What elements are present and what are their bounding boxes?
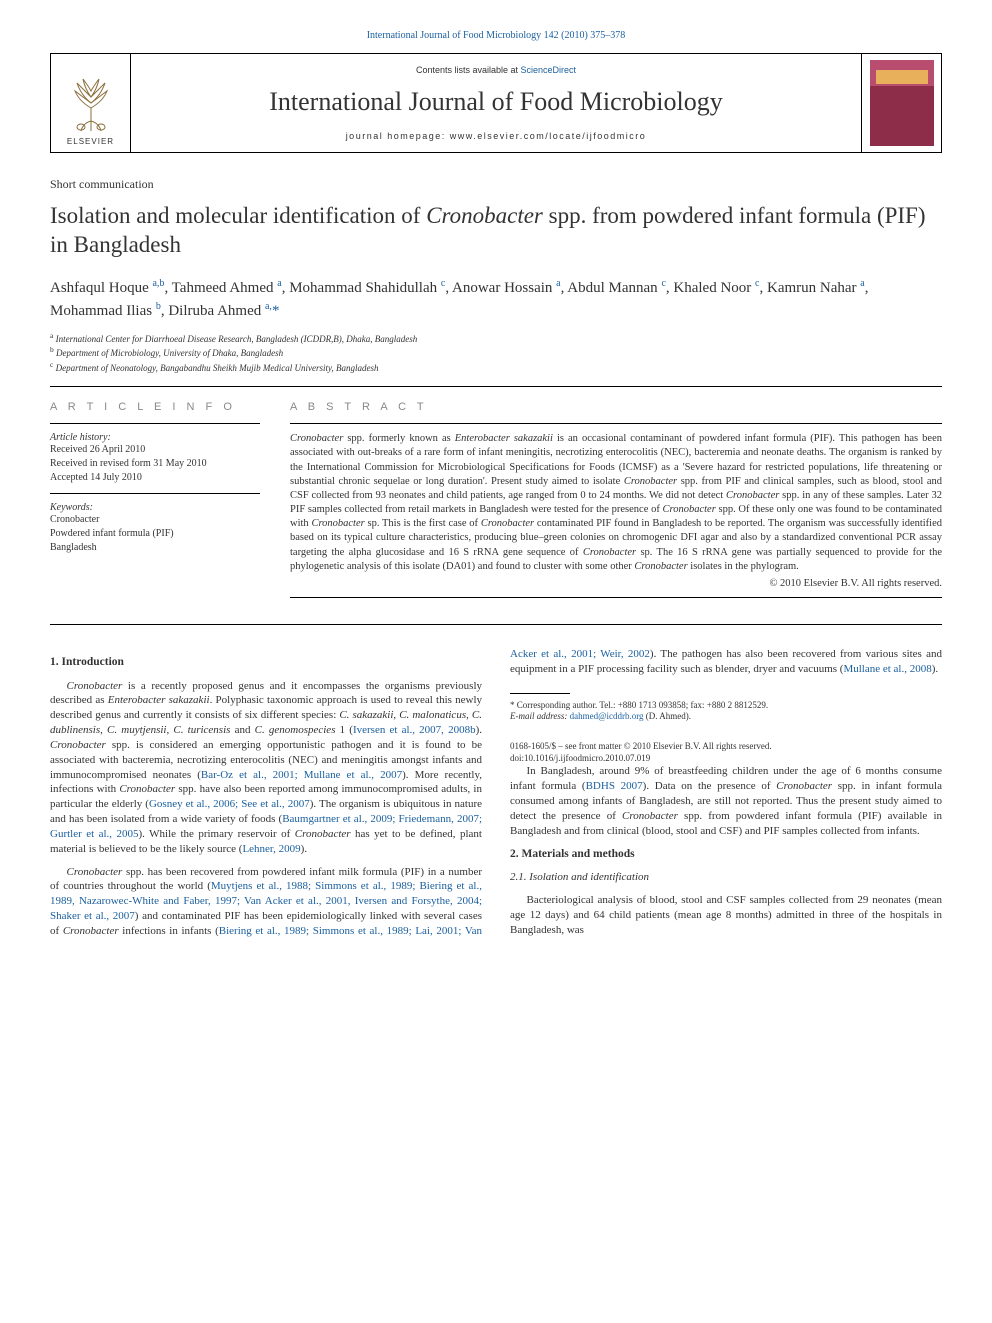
email-link[interactable]: dahmed@icddrb.org <box>570 711 644 721</box>
publisher-logo-box: ELSEVIER <box>51 54 131 152</box>
sciencedirect-link[interactable]: ScienceDirect <box>521 65 577 75</box>
info-divider <box>50 423 260 424</box>
doi-line[interactable]: doi:10.1016/j.ijfoodmicro.2010.07.019 <box>510 753 942 765</box>
bottom-meta: 0168-1605/$ – see front matter © 2010 El… <box>510 741 942 764</box>
section-heading-methods: 2. Materials and methods <box>510 847 942 863</box>
contents-prefix: Contents lists available at <box>416 65 521 75</box>
keywords-label: Keywords: <box>50 502 260 513</box>
abstract-text: Cronobacter spp. formerly known as Enter… <box>290 432 942 574</box>
front-matter-line: 0168-1605/$ – see front matter © 2010 El… <box>510 741 942 753</box>
full-divider <box>50 624 942 625</box>
subsection-heading-isolation: 2.1. Isolation and identification <box>510 870 942 885</box>
info-abstract-row: A R T I C L E I N F O Article history: R… <box>50 401 942 606</box>
affiliation-c: c Department of Neonatology, Bangabandhu… <box>50 360 942 375</box>
affiliations: a International Center for Diarrhoeal Di… <box>50 331 942 375</box>
info-divider <box>50 493 260 494</box>
revised-date: Received in revised form 31 May 2010 <box>50 457 260 471</box>
abstract-divider <box>290 423 942 424</box>
keyword: Cronobacter <box>50 513 260 527</box>
accepted-date: Accepted 14 July 2010 <box>50 471 260 485</box>
methods-para-1: Bacteriological analysis of blood, stool… <box>510 893 942 938</box>
article-type: Short communication <box>50 177 942 192</box>
intro-para-1: Cronobacter is a recently proposed genus… <box>50 679 482 857</box>
authors-list: Ashfaqul Hoque a,b, Tahmeed Ahmed a, Moh… <box>50 276 942 323</box>
keyword: Powdered infant formula (PIF) <box>50 527 260 541</box>
title-italic: Cronobacter <box>426 203 543 228</box>
article-info-heading: A R T I C L E I N F O <box>50 401 260 413</box>
affiliation-b: b Department of Microbiology, University… <box>50 345 942 360</box>
email-label: E-mail address: <box>510 711 567 721</box>
header-center: Contents lists available at ScienceDirec… <box>131 54 861 152</box>
elsevier-tree-icon <box>61 73 121 133</box>
abstract-divider <box>290 597 942 598</box>
abstract-heading: A B S T R A C T <box>290 401 942 413</box>
footnote-separator <box>510 693 570 694</box>
cover-thumb-box <box>861 54 941 152</box>
received-date: Received 26 April 2010 <box>50 443 260 457</box>
journal-header: ELSEVIER Contents lists available at Sci… <box>50 53 942 153</box>
affiliation-a: a International Center for Diarrhoeal Di… <box>50 331 942 346</box>
journal-citation[interactable]: International Journal of Food Microbiolo… <box>50 30 942 41</box>
footnotes: * Corresponding author. Tel.: +880 1713 … <box>510 700 942 723</box>
corresponding-author: * Corresponding author. Tel.: +880 1713 … <box>510 700 942 712</box>
keyword: Bangladesh <box>50 541 260 555</box>
abstract: A B S T R A C T Cronobacter spp. formerl… <box>290 401 942 606</box>
email-line: E-mail address: dahmed@icddrb.org (D. Ah… <box>510 711 942 723</box>
journal-cover-icon <box>870 60 934 146</box>
history-label: Article history: <box>50 432 260 443</box>
article-title: Isolation and molecular identification o… <box>50 202 942 260</box>
divider <box>50 386 942 387</box>
contents-lists-line: Contents lists available at ScienceDirec… <box>416 65 576 75</box>
section-heading-intro: 1. Introduction <box>50 655 482 671</box>
publisher-name: ELSEVIER <box>67 137 114 146</box>
email-suffix: (D. Ahmed). <box>644 711 692 721</box>
journal-homepage[interactable]: journal homepage: www.elsevier.com/locat… <box>346 131 647 141</box>
article-info: A R T I C L E I N F O Article history: R… <box>50 401 260 606</box>
title-pre: Isolation and molecular identification o… <box>50 203 426 228</box>
journal-title: International Journal of Food Microbiolo… <box>269 87 722 117</box>
body-columns: 1. Introduction Cronobacter is a recentl… <box>50 647 942 942</box>
intro-para-3: In Bangladesh, around 9% of breastfeedin… <box>510 764 942 838</box>
abstract-copyright: © 2010 Elsevier B.V. All rights reserved… <box>290 578 942 589</box>
